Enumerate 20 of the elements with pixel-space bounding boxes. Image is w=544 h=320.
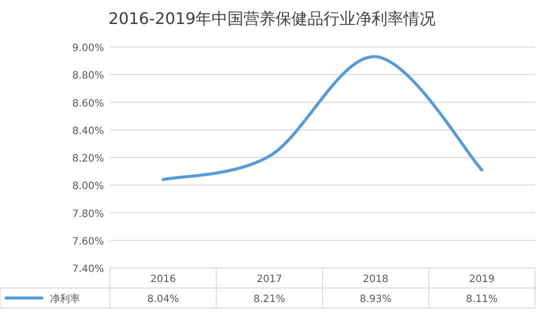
chart-title: 2016-2019年中国营养保健品行业净利率情况 xyxy=(108,9,436,28)
line-series xyxy=(162,55,484,182)
x-tick-label: 2018 xyxy=(362,274,388,285)
y-tick-label: 8.00% xyxy=(72,181,104,192)
y-tick-label: 8.40% xyxy=(72,126,104,137)
data-label: 8.11% xyxy=(466,294,498,305)
data-label: 8.04% xyxy=(147,294,180,305)
data-label: 8.93% xyxy=(360,294,392,305)
y-tick-label: 8.80% xyxy=(72,70,104,82)
y-tick-label: 8.60% xyxy=(72,98,104,110)
y-tick-label: 7.60% xyxy=(72,236,104,248)
y-tick-label: 7.80% xyxy=(72,208,104,220)
y-tick-label: 9.00% xyxy=(72,43,104,54)
x-tick-label: 2017 xyxy=(256,274,282,285)
legend-label: 净利率 xyxy=(50,293,80,305)
y-tick-label: 8.20% xyxy=(72,154,104,164)
x-tick-label: 2019 xyxy=(469,274,495,285)
data-label: 8.21% xyxy=(253,294,286,305)
x-tick-label: 2016 xyxy=(150,274,176,285)
y-tick-label: 7.40% xyxy=(72,264,104,275)
